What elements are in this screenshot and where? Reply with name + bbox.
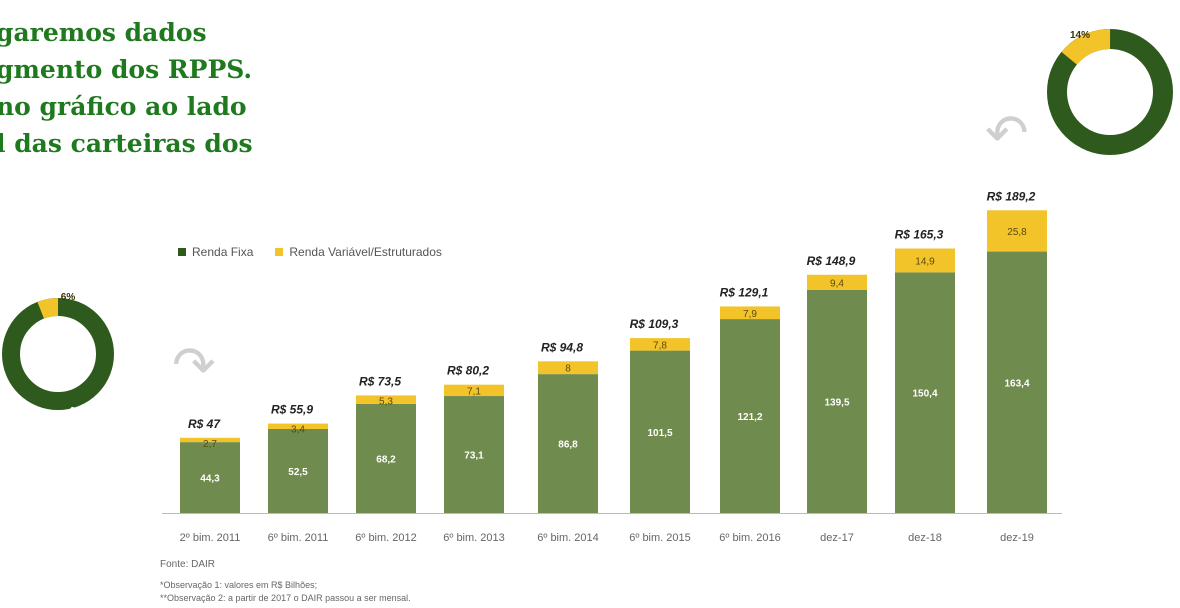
- label-renda-variavel-1: 3,4: [291, 425, 305, 436]
- bar-renda-fixa-1: [268, 429, 328, 513]
- bar-renda-variavel-5: [630, 338, 690, 351]
- category-label-4: 6º bim. 2014: [537, 532, 599, 544]
- heading-line-3: no gráfico ao lado: [0, 92, 247, 121]
- legend-swatch-renda-fixa: [178, 248, 186, 256]
- bar-renda-variavel-1: [268, 423, 328, 429]
- label-renda-fixa-9: 163,4: [1004, 378, 1029, 389]
- observation-1: *Observação 1: valores em R$ Bilhões;: [160, 580, 318, 590]
- heading-text: garemos dados gmento dos RPPS. no gráfic…: [0, 14, 253, 162]
- chart-notes: Fonte: DAIR *Observação 1: valores em R$…: [160, 558, 411, 605]
- legend-item-renda-fixa: Renda Fixa: [178, 245, 253, 259]
- label-renda-fixa-2: 68,2: [376, 454, 396, 465]
- category-label-3: 6º bim. 2013: [443, 532, 505, 544]
- bar-renda-fixa-8: [895, 272, 955, 513]
- heading-line-4: l das carteiras dos: [0, 129, 253, 158]
- bar-renda-variavel-4: [538, 361, 598, 375]
- label-renda-variavel-6: 7,9: [743, 309, 757, 320]
- label-renda-fixa-6: 121,2: [737, 412, 762, 423]
- bar-renda-fixa-2: [356, 403, 416, 513]
- label-renda-variavel-5: 7,8: [653, 340, 667, 351]
- total-label-1: R$ 55,9: [271, 403, 313, 417]
- donut-0-label-large: 94%: [70, 406, 90, 417]
- chart-legend: Renda Fixa Renda Variável/Estruturados: [178, 245, 442, 259]
- bar-renda-fixa-6: [720, 319, 780, 513]
- bar-renda-variavel-0: [180, 437, 240, 443]
- total-label-8: R$ 165,3: [895, 228, 944, 242]
- total-label-6: R$ 129,1: [720, 285, 769, 299]
- category-label-8: dez-18: [908, 532, 942, 544]
- legend-label-renda-fixa: Renda Fixa: [192, 245, 254, 259]
- bar-renda-fixa-0: [180, 442, 240, 513]
- bar-renda-fixa-7: [807, 289, 867, 513]
- category-label-9: dez-19: [1000, 532, 1034, 544]
- bar-renda-variavel-6: [720, 306, 780, 320]
- label-renda-fixa-4: 86,8: [558, 440, 578, 451]
- bar-renda-variavel-8: [895, 248, 955, 273]
- category-label-5: 6º bim. 2015: [629, 532, 691, 544]
- donut-0-segment-small: [1, 298, 114, 411]
- total-label-9: R$ 189,2: [987, 189, 1036, 203]
- label-renda-fixa-0: 44,3: [200, 474, 220, 485]
- donut-1-segment-small: [1047, 29, 1173, 155]
- bar-renda-variavel-9: [987, 210, 1047, 252]
- label-renda-fixa-1: 52,5: [288, 467, 308, 478]
- category-label-0: 2º bim. 2011: [180, 532, 241, 544]
- total-label-7: R$ 148,9: [807, 254, 856, 268]
- curved-arrow-right-icon: ↶: [985, 105, 1029, 163]
- total-label-2: R$ 73,5: [359, 374, 401, 388]
- donut-0-label-small: 6%: [61, 292, 76, 303]
- bar-renda-variavel-7: [807, 274, 867, 290]
- total-label-3: R$ 80,2: [447, 364, 489, 378]
- label-renda-variavel-0: 2,7: [203, 439, 217, 450]
- label-renda-variavel-7: 9,4: [830, 278, 844, 289]
- donut-0-ring: [2, 298, 114, 410]
- bar-renda-fixa-3: [444, 396, 504, 513]
- total-label-4: R$ 94,8: [541, 340, 583, 354]
- category-label-2: 6º bim. 2012: [355, 532, 417, 544]
- label-renda-fixa-5: 101,5: [647, 428, 672, 439]
- category-label-1: 6º bim. 2011: [268, 532, 329, 544]
- label-renda-fixa-7: 139,5: [824, 397, 849, 408]
- heading-line-2: gmento dos RPPS.: [0, 55, 253, 84]
- category-label-7: dez-17: [820, 532, 854, 544]
- legend-swatch-renda-variavel: [275, 248, 284, 256]
- observation-2: **Observação 2: a partir de 2017 o DAIR …: [160, 593, 411, 603]
- legend-item-renda-variavel: Renda Variável/Estruturados: [275, 245, 442, 259]
- label-renda-fixa-8: 150,4: [912, 389, 937, 400]
- total-label-0: R$ 47: [188, 417, 221, 431]
- legend-label-renda-variavel: Renda Variável/Estruturados: [289, 245, 442, 259]
- category-label-6: 6º bim. 2016: [719, 532, 781, 544]
- total-label-5: R$ 109,3: [630, 317, 679, 331]
- bar-renda-fixa-9: [987, 251, 1047, 513]
- label-renda-variavel-9: 25,8: [1007, 227, 1027, 238]
- bar-renda-variavel-2: [356, 395, 416, 404]
- label-renda-fixa-3: 73,1: [464, 451, 484, 462]
- label-renda-variavel-8: 14,9: [915, 256, 935, 267]
- source-note: Fonte: DAIR: [160, 559, 216, 570]
- label-renda-variavel-3: 7,1: [467, 386, 481, 397]
- bar-renda-fixa-4: [538, 374, 598, 513]
- bar-renda-fixa-5: [630, 350, 690, 513]
- label-renda-variavel-2: 5,3: [379, 396, 393, 407]
- bar-renda-variavel-3: [444, 384, 504, 397]
- donut-1-label-small: 14%: [1070, 30, 1090, 41]
- donut-1-label-large: 86%: [1136, 167, 1156, 178]
- label-renda-variavel-4: 8: [565, 364, 571, 375]
- heading-line-1: garemos dados: [0, 18, 207, 47]
- curved-arrow-left-icon: ↷: [172, 337, 216, 395]
